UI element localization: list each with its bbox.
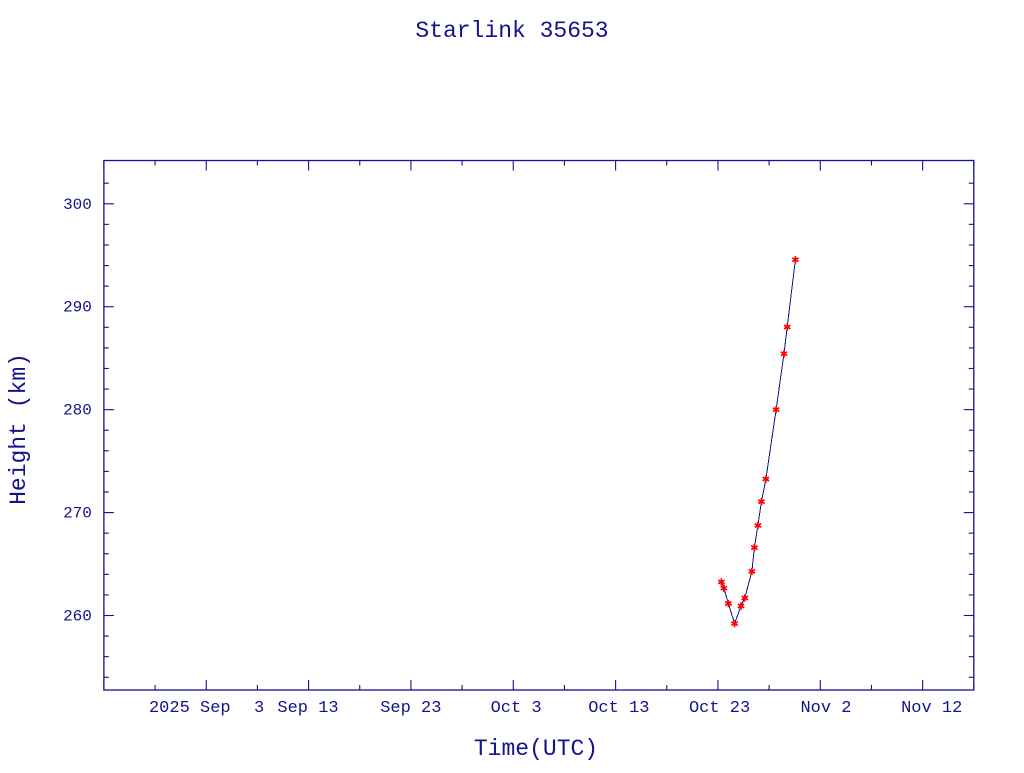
svg-text:280: 280 xyxy=(63,402,92,420)
svg-text:Sep 23: Sep 23 xyxy=(380,699,441,718)
svg-text:290: 290 xyxy=(63,299,92,317)
svg-text:300: 300 xyxy=(63,196,92,214)
svg-text:Time(UTC): Time(UTC) xyxy=(474,736,598,762)
svg-text:Oct 3: Oct 3 xyxy=(491,699,542,718)
svg-text:2025 Sep: 2025 Sep xyxy=(149,699,231,718)
svg-text:Oct 23: Oct 23 xyxy=(689,699,750,718)
svg-text:Height (km): Height (km) xyxy=(6,353,32,505)
svg-text:Nov 2: Nov 2 xyxy=(800,699,851,718)
svg-text:Oct 13: Oct 13 xyxy=(588,699,649,718)
svg-text:270: 270 xyxy=(63,505,92,523)
svg-text:3: 3 xyxy=(254,699,264,718)
svg-text:Starlink 35653: Starlink 35653 xyxy=(415,18,608,44)
svg-text:260: 260 xyxy=(63,608,92,626)
svg-text:Sep 13: Sep 13 xyxy=(277,699,338,718)
svg-text:Nov 12: Nov 12 xyxy=(901,699,962,718)
